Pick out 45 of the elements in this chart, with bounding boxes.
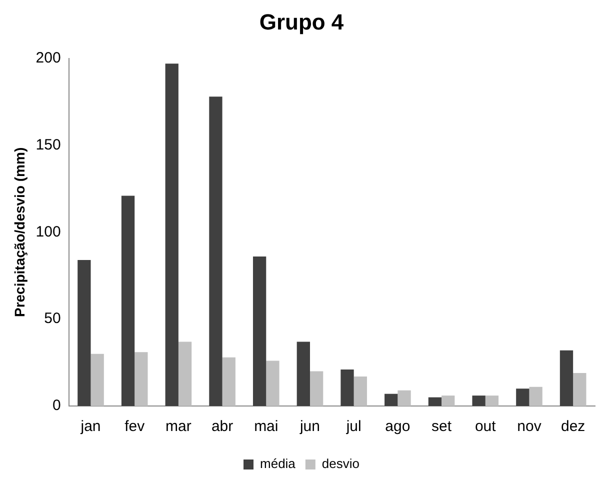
y-tick-label: 200 <box>36 50 61 67</box>
bar <box>78 260 91 406</box>
bar <box>485 396 499 406</box>
bar <box>529 386 542 406</box>
bar <box>134 352 148 406</box>
bar <box>573 372 586 406</box>
bar <box>442 396 455 406</box>
bar <box>222 357 236 406</box>
bar <box>428 397 442 406</box>
bar <box>310 371 324 406</box>
y-tick-label: 0 <box>52 397 61 414</box>
x-tick-label: mai <box>254 418 278 436</box>
y-tick-label: 100 <box>36 223 61 240</box>
x-tick-label: fev <box>124 418 146 436</box>
bar <box>165 64 178 406</box>
bar <box>252 256 266 406</box>
bar <box>178 342 192 406</box>
x-tick-label: jan <box>80 418 101 436</box>
bar <box>209 96 222 406</box>
legend-label: desvio <box>322 456 360 472</box>
bar <box>266 360 280 406</box>
y-tick-label: 150 <box>36 136 61 154</box>
x-tick-label: out <box>474 418 497 436</box>
x-tick-label: jun <box>298 418 320 436</box>
bar <box>121 196 135 406</box>
bar <box>90 354 104 406</box>
bar <box>296 342 310 406</box>
x-tick-label: dez <box>560 418 586 436</box>
y-tick-label: 50 <box>44 310 61 328</box>
x-tick-label: nov <box>517 418 542 436</box>
x-tick-label: mar <box>166 418 192 436</box>
bar <box>516 388 530 406</box>
x-tick-label: jul <box>345 418 362 436</box>
x-tick-label: ago <box>385 418 410 436</box>
bar <box>472 396 486 406</box>
y-axis-title: Precipitação/desvio (mm) <box>11 147 28 318</box>
x-tick-label: set <box>432 418 452 436</box>
bar <box>340 370 354 406</box>
x-tick-label: abr <box>211 418 234 436</box>
bar <box>398 390 411 406</box>
bar <box>384 394 398 406</box>
chart-title: Grupo 4 <box>259 9 344 34</box>
bar <box>354 376 367 406</box>
bar <box>560 350 574 406</box>
legend-label: média <box>260 456 296 472</box>
